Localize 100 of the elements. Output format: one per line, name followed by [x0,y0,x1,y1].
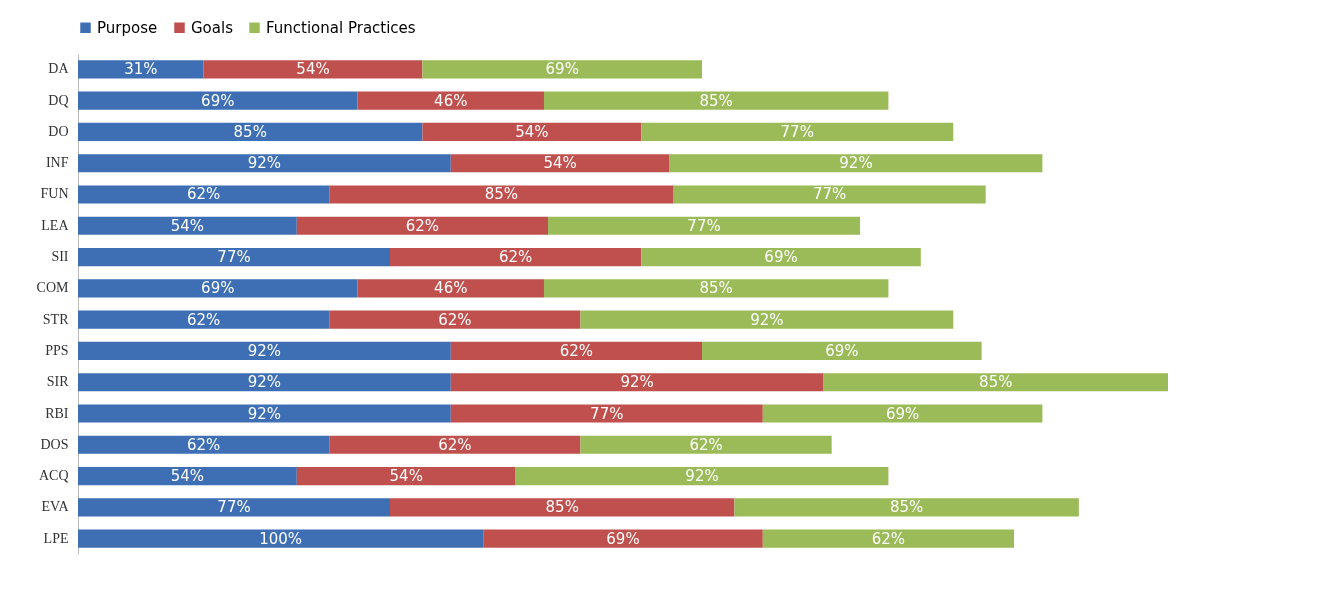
y-tick-label: INF [45,155,69,171]
data-label: 69% [201,91,235,110]
bar [673,185,986,204]
bar [78,467,297,486]
bar [329,310,581,329]
bar [296,216,549,235]
data-label: 92% [247,341,282,360]
bar [702,341,982,361]
data-label: 31% [124,60,158,79]
bar [580,310,954,329]
data-label: 92% [247,154,282,173]
data-label: 100% [259,529,303,548]
bar [78,279,358,298]
data-label: 92% [839,154,873,173]
bar [669,154,1043,173]
bar [78,435,330,454]
data-label: 85% [233,122,267,141]
bar [450,404,763,423]
data-label: 92% [685,467,719,486]
y-tick-label: PPS [45,342,69,358]
bar [296,467,516,486]
data-label: 62% [498,248,533,267]
data-label: 77% [812,185,847,204]
bar [422,60,703,79]
bar [641,247,921,267]
bar [823,373,1168,392]
y-tick-label: LEA [41,217,70,233]
bar [450,373,824,392]
bar [357,279,544,298]
bar [422,122,642,141]
y-tick-label: COM [36,280,70,296]
bar [78,498,391,517]
data-label: 77% [217,498,251,517]
bar [641,122,954,141]
bar [515,467,889,486]
data-label: 54% [296,60,330,79]
data-label: 69% [885,404,920,423]
data-label: 46% [434,91,468,110]
y-tick-label: DA [48,61,70,77]
data-label: 69% [606,529,640,548]
data-label: 62% [186,435,221,454]
data-label: 46% [434,279,468,298]
bar [329,185,674,204]
y-tick-label: ACQ [38,468,69,484]
bar [78,122,423,141]
bar [762,404,1043,423]
bar [450,341,703,361]
bar [543,279,889,298]
data-label: 62% [186,185,221,204]
data-label: 85% [484,185,519,204]
bar [78,216,297,235]
bar [450,154,670,173]
data-label: 69% [825,341,859,360]
legend-label: Purpose [97,18,158,37]
bar [762,529,1015,548]
data-label: 62% [559,341,594,360]
bar [78,154,451,173]
bar [329,435,581,454]
data-label: 92% [247,404,282,423]
bar [78,404,451,423]
data-label: 62% [689,435,723,454]
y-tick-label: STR [42,311,70,327]
data-label: 62% [871,529,906,548]
bar [357,91,544,110]
data-label: 85% [545,498,579,517]
data-label: 92% [750,310,784,329]
data-label: 54% [170,467,205,486]
data-label: 62% [186,310,221,329]
data-label: 85% [979,373,1013,392]
data-label: 85% [699,91,733,110]
data-label: 77% [590,404,624,423]
bar [78,185,330,204]
y-tick-label: DQ [48,92,69,108]
legend-label: Functional Practices [266,18,416,37]
bar [78,247,391,267]
data-label: 54% [515,122,549,141]
data-label: 85% [889,498,924,517]
bar [483,529,763,548]
bar [390,247,642,267]
bar [548,216,861,235]
bar [203,60,423,79]
data-label: 85% [699,279,733,298]
bar [543,91,889,110]
data-label: 54% [389,467,423,486]
data-label: 69% [201,279,235,298]
data-label: 69% [764,248,798,267]
y-tick-label: FUN [40,186,69,202]
data-label: 69% [545,60,579,79]
bar [734,498,1079,517]
y-tick-label: DO [48,123,69,139]
data-label: 77% [780,122,814,141]
bar [78,60,204,79]
data-label: 92% [247,373,282,392]
y-tick-label: LPE [43,530,69,546]
legend-label: Goals [191,18,234,37]
data-label: 62% [438,310,472,329]
data-label: 62% [405,216,440,235]
y-tick-label: RBI [45,405,69,421]
bar [78,341,451,361]
data-label: 77% [217,248,251,267]
